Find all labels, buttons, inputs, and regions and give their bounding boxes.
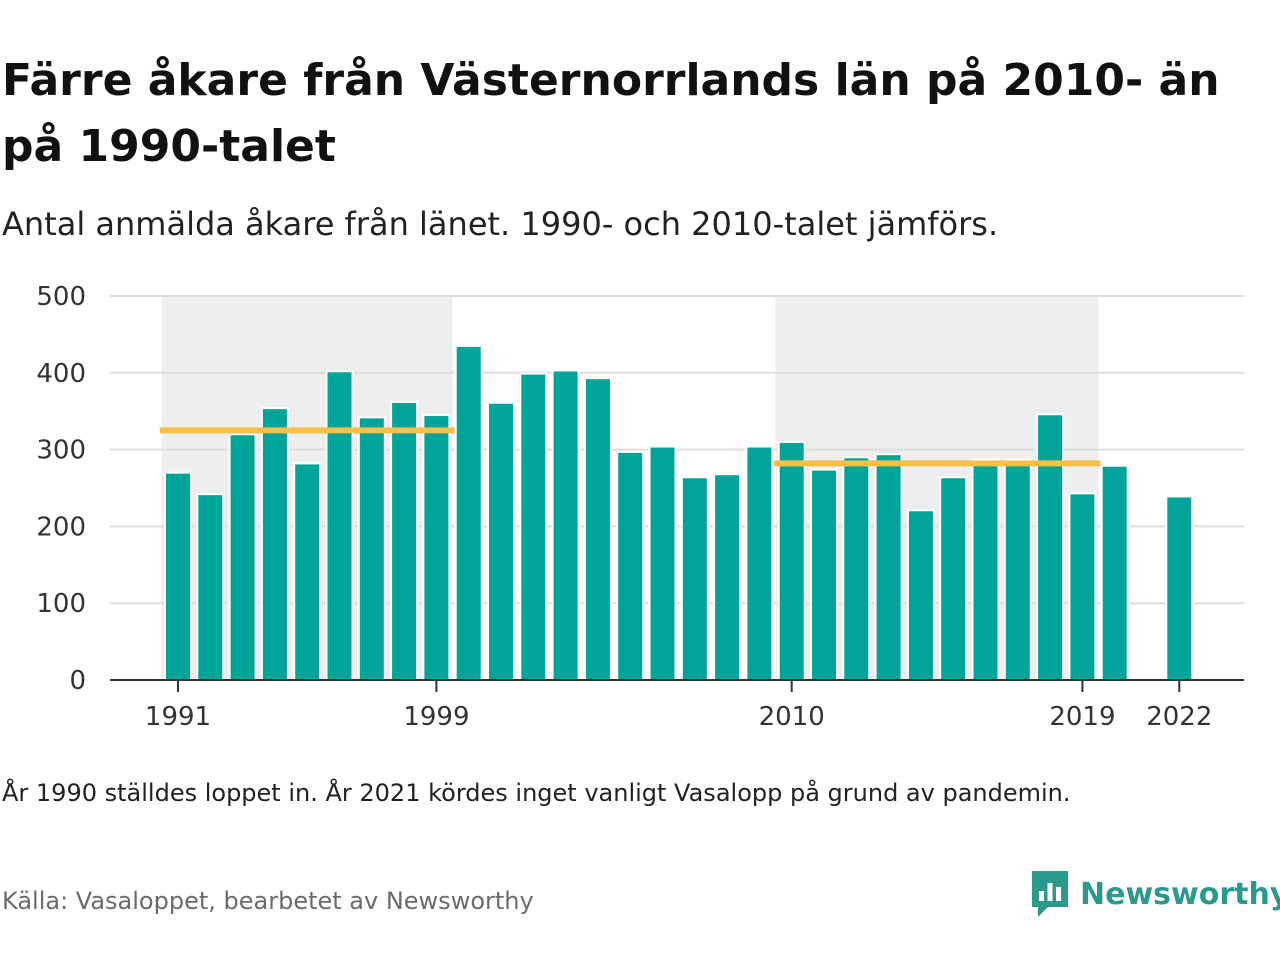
y-tick-label-0: 0 xyxy=(69,666,86,696)
bars xyxy=(164,344,1194,682)
bar-1992 xyxy=(196,493,225,681)
y-tick-label-400: 400 xyxy=(36,359,86,389)
bar-2010 xyxy=(777,440,806,681)
bar-1994 xyxy=(260,407,289,682)
y-tick-label-100: 100 xyxy=(36,589,86,619)
bar-2002 xyxy=(519,372,548,682)
logo-text: Newsworthy xyxy=(1080,876,1280,912)
bar-2019 xyxy=(1068,492,1097,681)
source-credit: Källa: Vasaloppet, bearbetet av Newswort… xyxy=(2,887,534,915)
x-tick-label-2022: 2022 xyxy=(1146,702,1212,732)
bar-2020 xyxy=(1100,464,1129,681)
bar-1991 xyxy=(164,471,192,681)
bar-2005 xyxy=(616,450,645,681)
y-tick-label-300: 300 xyxy=(36,436,86,466)
bar-2000 xyxy=(454,344,483,681)
bar-1998 xyxy=(390,400,419,681)
footnote: År 1990 ställdes loppet in. År 2021 körd… xyxy=(2,779,1071,807)
bar-2009 xyxy=(745,445,774,681)
x-tick-label-2010: 2010 xyxy=(759,702,825,732)
bar-2008 xyxy=(713,473,742,681)
x-tick-label-1999: 1999 xyxy=(403,702,469,732)
bar-1993 xyxy=(228,433,257,681)
bar-2007 xyxy=(680,476,709,681)
bar-2014 xyxy=(906,509,935,681)
bar-1996 xyxy=(325,370,354,681)
axes: 1991 1999 2010 2019 2022 xyxy=(110,679,1244,732)
decade-averages xyxy=(159,427,1101,467)
x-tick-label-2019: 2019 xyxy=(1049,702,1115,732)
bar-2018 xyxy=(1036,413,1065,681)
x-tick-label-1991: 1991 xyxy=(145,702,211,732)
y-tick-label-200: 200 xyxy=(36,512,86,542)
bar-2012 xyxy=(842,456,871,681)
bar-2015 xyxy=(939,476,968,681)
bar-chart: 0 100 200 300 400 500 1991 1999 2010 2019 2022 xyxy=(36,282,1244,732)
bar-2003 xyxy=(551,369,580,681)
newsworthy-logo-icon xyxy=(1032,871,1068,917)
bar-1999 xyxy=(422,414,451,681)
bar-1997 xyxy=(357,416,386,681)
newsworthy-logo: Newsworthy xyxy=(1030,868,1280,920)
bar-2017 xyxy=(1003,458,1032,681)
bar-2006 xyxy=(648,445,677,681)
chart-title: Färre åkare från Västernorrlands län på … xyxy=(2,55,1220,172)
bar-2011 xyxy=(810,468,838,681)
y-tick-label-500: 500 xyxy=(36,282,86,312)
bar-2013 xyxy=(874,453,903,681)
bar-1995 xyxy=(293,462,322,681)
bar-2001 xyxy=(487,401,515,681)
chart-subtitle: Antal anmälda åkare från länet. 1990- oc… xyxy=(2,205,999,243)
bar-2004 xyxy=(583,377,612,682)
bar-2022 xyxy=(1165,495,1194,681)
bar-2016 xyxy=(971,458,1000,681)
